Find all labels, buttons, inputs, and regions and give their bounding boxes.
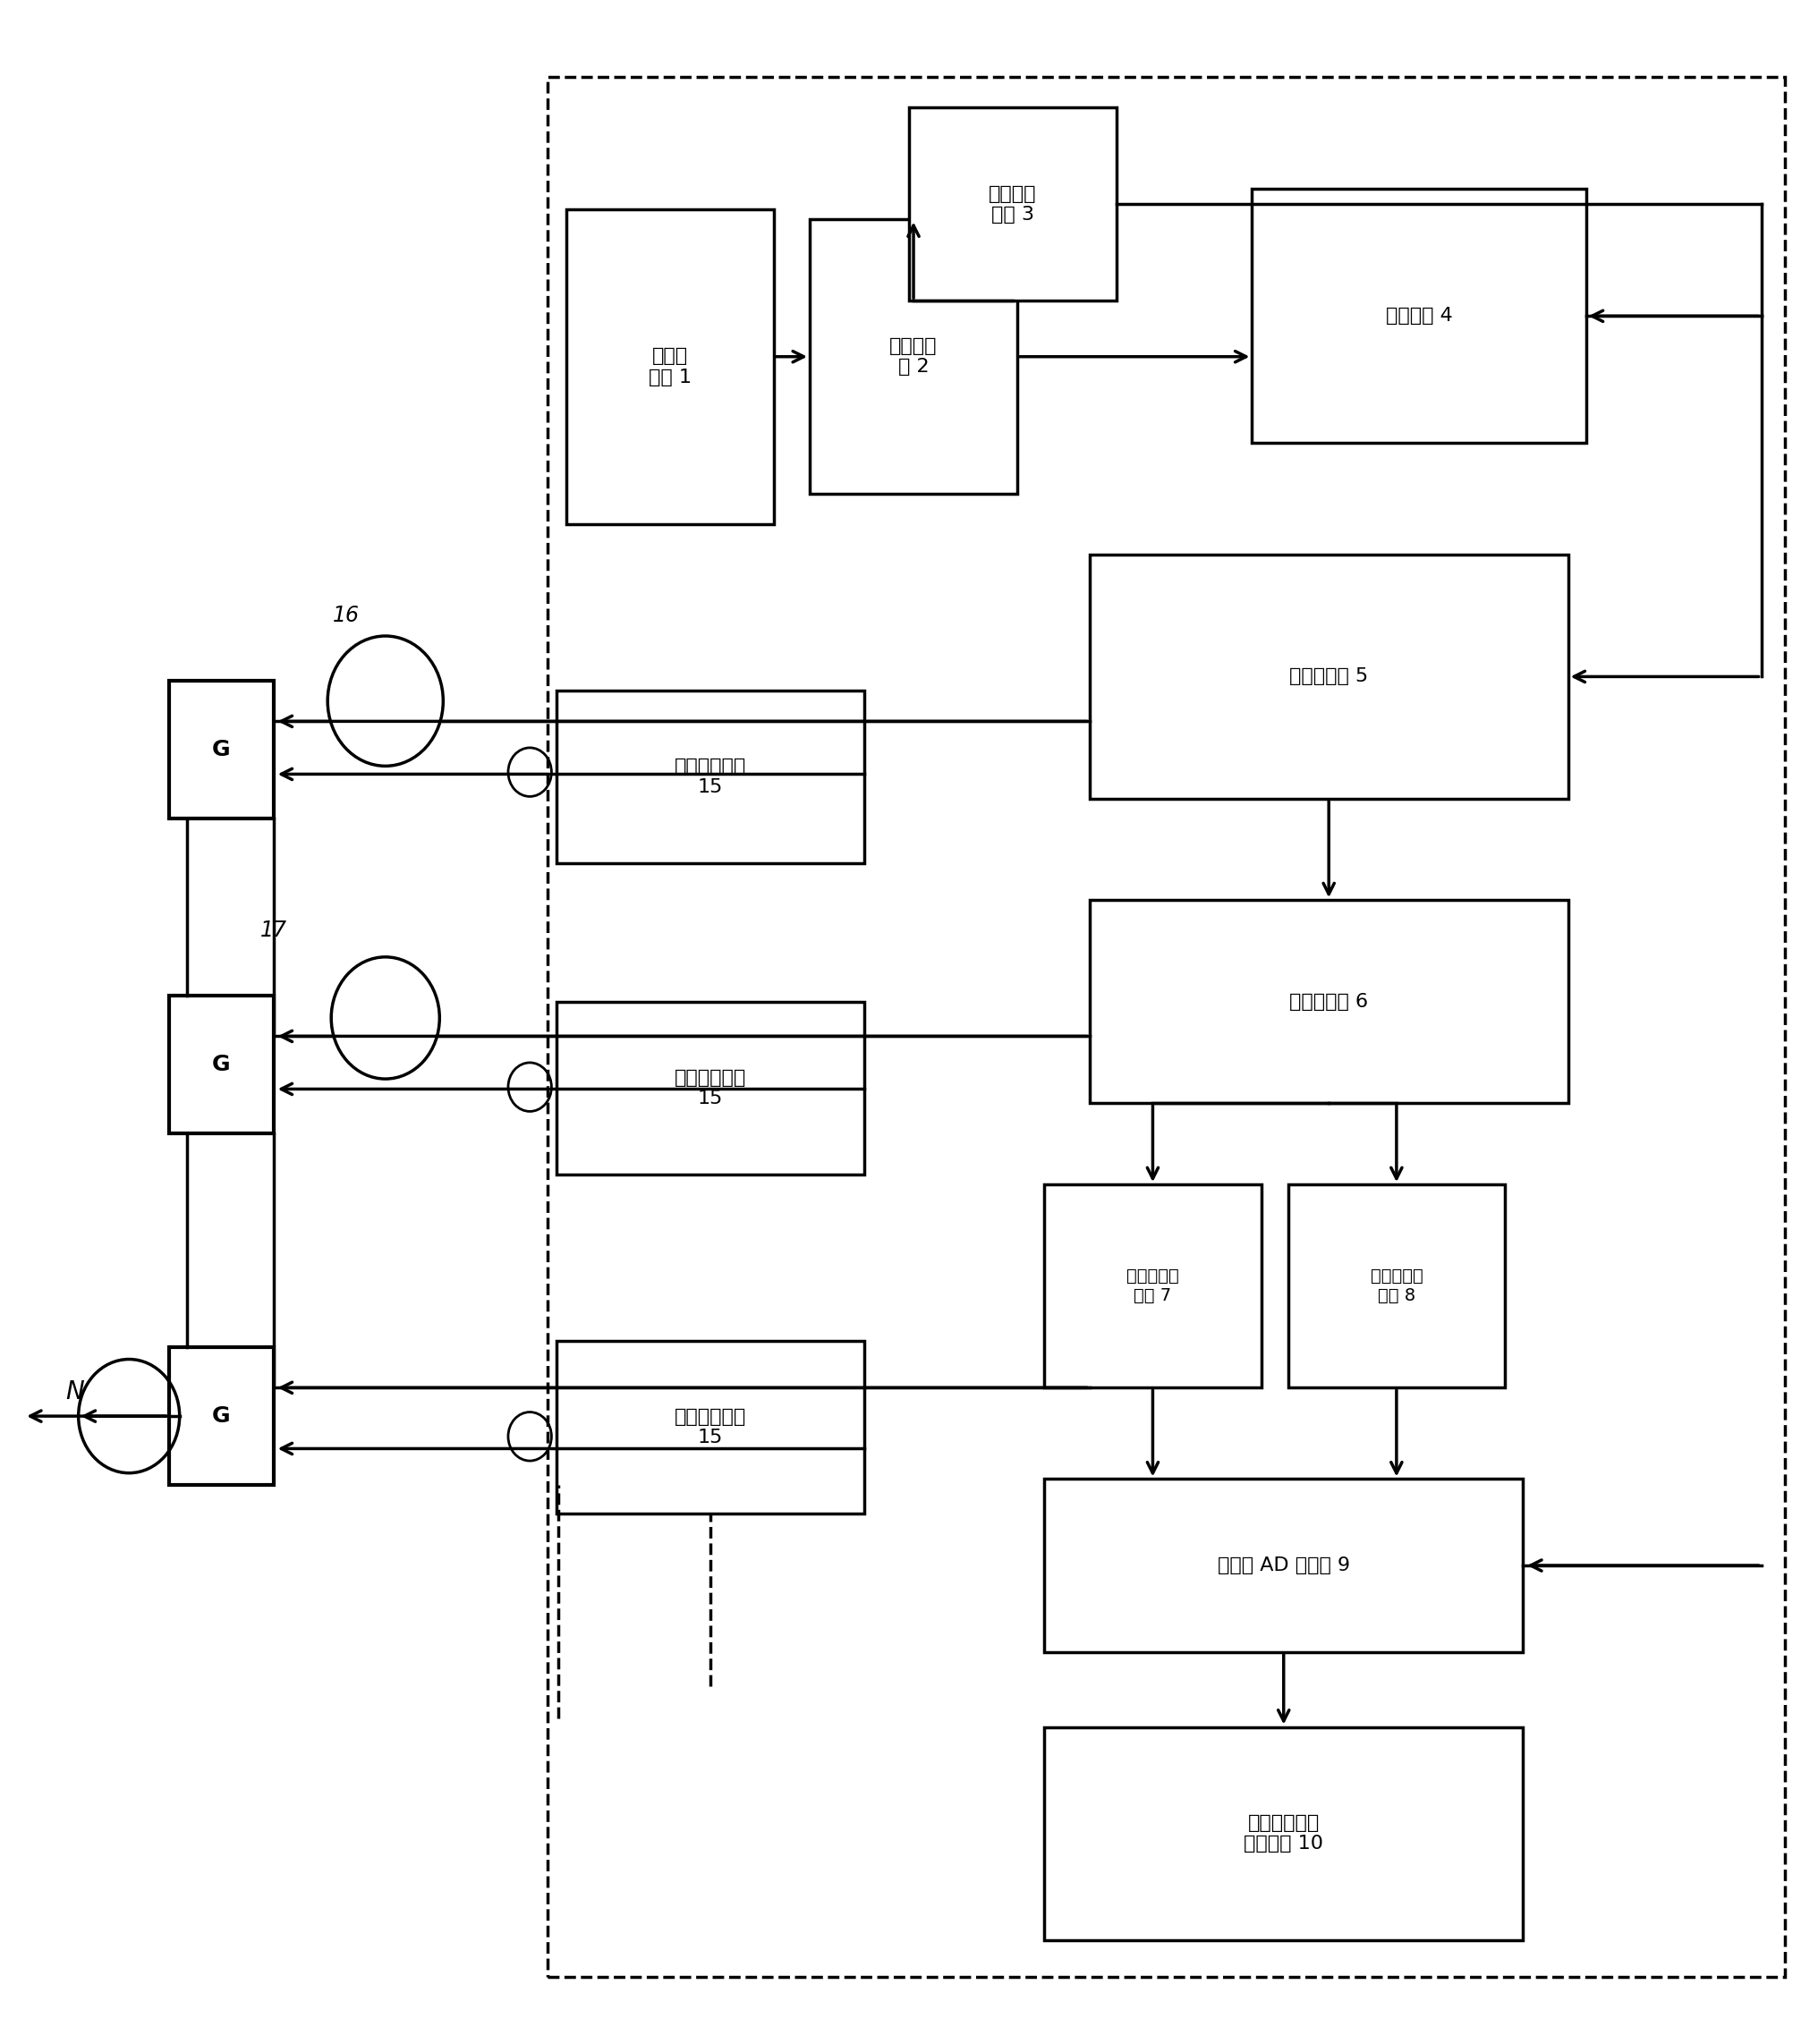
Bar [169, 1347, 273, 1486]
Text: 双通道 AD 采集器 9: 双通道 AD 采集器 9 [1218, 1555, 1351, 1574]
Text: 第二光接收
模块 8: 第二光接收 模块 8 [1371, 1267, 1423, 1304]
Bar [169, 681, 273, 820]
Bar [547, 78, 1785, 1977]
Text: 窄脉冲驱
动器 3: 窄脉冲驱 动器 3 [989, 184, 1036, 223]
Bar [1253, 188, 1585, 444]
Bar [556, 1341, 864, 1515]
Text: G: G [213, 740, 231, 760]
Bar [809, 219, 1018, 495]
Bar [556, 691, 864, 863]
Bar [169, 995, 273, 1134]
Bar [556, 1002, 864, 1175]
Bar [909, 108, 1116, 300]
Bar [1044, 1727, 1523, 1940]
Text: 光放大器 4: 光放大器 4 [1385, 307, 1453, 325]
Bar [1289, 1186, 1505, 1388]
Text: G: G [213, 1406, 231, 1427]
Text: 电光调制
器 2: 电光调制 器 2 [889, 337, 938, 376]
Text: 泵浦激光光源
15: 泵浦激光光源 15 [674, 1069, 745, 1108]
Text: G: G [213, 1055, 231, 1075]
Text: 光纤环形器 5: 光纤环形器 5 [1289, 668, 1369, 685]
Text: 振动信号分析
处理系统 10: 振动信号分析 处理系统 10 [1244, 1815, 1324, 1854]
Text: 17: 17 [260, 920, 287, 942]
Bar [1044, 1186, 1262, 1388]
Text: 泵浦激光光源
15: 泵浦激光光源 15 [674, 1408, 745, 1447]
Text: N: N [65, 1380, 84, 1404]
Text: 偏振分束器 6: 偏振分束器 6 [1289, 993, 1369, 1010]
Bar [565, 208, 774, 523]
Text: 第一光接收
模块 7: 第一光接收 模块 7 [1127, 1267, 1180, 1304]
Text: 窄线宽
光源 1: 窄线宽 光源 1 [649, 347, 691, 386]
Text: 16: 16 [333, 605, 360, 625]
Bar [1089, 899, 1569, 1104]
Bar [1044, 1480, 1523, 1652]
Bar [1089, 554, 1569, 799]
Text: 泵浦激光光源
15: 泵浦激光光源 15 [674, 758, 745, 797]
